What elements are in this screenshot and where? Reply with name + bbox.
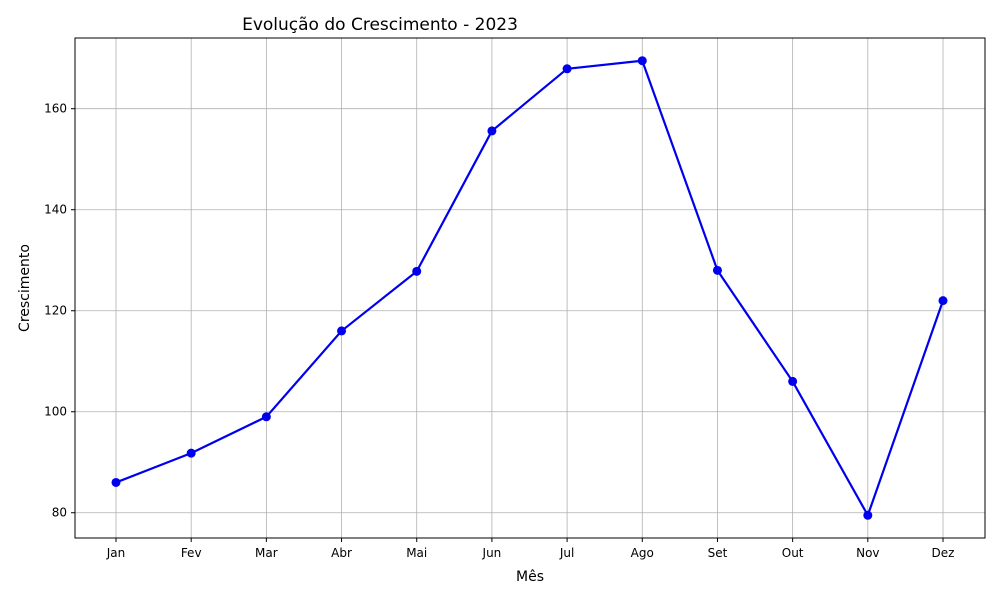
y-axis-ticks: 80 100 120 140 160: [44, 102, 75, 520]
x-tick-label: Jun: [482, 546, 502, 560]
y-tick-label: 140: [44, 203, 67, 217]
x-tick-label: Jan: [106, 546, 126, 560]
data-point: [863, 510, 873, 520]
x-tick-label: Ago: [631, 546, 654, 560]
data-point: [562, 64, 572, 74]
data-point: [788, 376, 798, 386]
x-tick-label: Nov: [856, 546, 879, 560]
y-axis-label: Crescimento: [17, 244, 33, 332]
data-point: [637, 56, 647, 66]
x-tick-label: Abr: [331, 546, 352, 560]
grid: [75, 38, 985, 538]
chart-title: Evolução do Crescimento - 2023: [242, 15, 518, 35]
x-tick-label: Out: [782, 546, 804, 560]
data-point: [186, 448, 196, 458]
series-layer: [111, 56, 948, 520]
data-point: [111, 477, 121, 487]
data-point: [487, 126, 497, 136]
x-tick-label: Jul: [559, 546, 574, 560]
y-tick-label: 120: [44, 304, 67, 318]
x-tick-label: Dez: [932, 546, 955, 560]
x-axis-ticks: Jan Fev Mar Abr Mai Jun Jul Ago Set Out Nov Dez: [106, 538, 955, 560]
y-tick-label: 80: [52, 506, 67, 520]
data-point: [412, 266, 422, 276]
series-line: [115, 59, 945, 517]
data-point: [261, 412, 271, 422]
data-point: [337, 326, 347, 336]
x-tick-label: Fev: [181, 546, 202, 560]
x-tick-label: Set: [708, 546, 728, 560]
x-axis-label: Mês: [516, 569, 544, 585]
x-tick-label: Mar: [255, 546, 278, 560]
y-tick-label: 160: [44, 102, 67, 116]
plot-frame: [74, 37, 986, 539]
y-tick-label: 100: [44, 405, 67, 419]
x-tick-label: Mai: [406, 546, 427, 560]
data-point: [712, 265, 722, 275]
data-point: [938, 296, 948, 306]
